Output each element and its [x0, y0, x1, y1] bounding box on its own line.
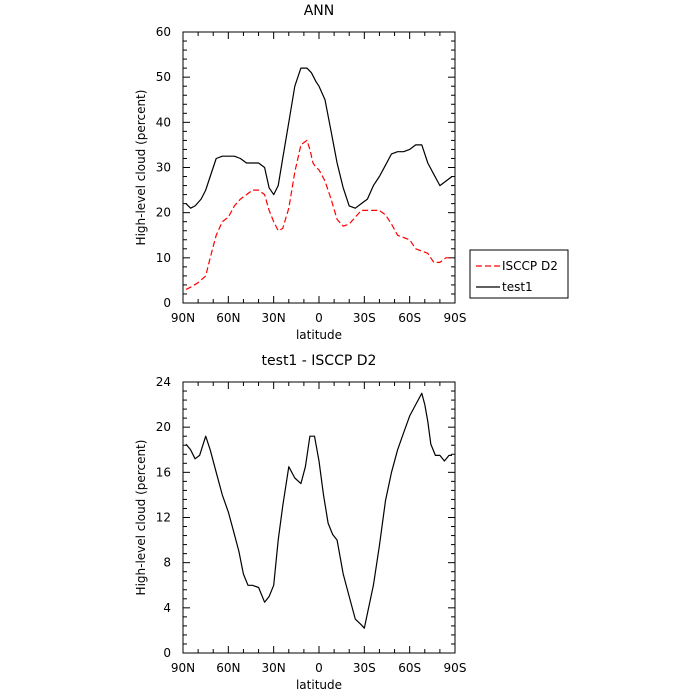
y-tick-label: 4: [163, 601, 171, 615]
series-line-test1: [185, 67, 453, 209]
y-tick-label: 60: [156, 25, 171, 39]
x-tick-label: 60N: [216, 311, 240, 325]
y-tick-label: 16: [156, 465, 171, 479]
plot-frame: [182, 381, 456, 654]
x-tick-label: 30S: [353, 661, 376, 675]
legend: ISCCP D2 test1: [469, 249, 569, 299]
x-tick-label: 90S: [444, 661, 467, 675]
x-tick-label: 90S: [444, 311, 467, 325]
x-tick-label: 0: [315, 661, 323, 675]
series-line-isccp-d2: [185, 139, 452, 290]
y-tick-label: 20: [156, 206, 171, 220]
x-axis-label: latitude: [296, 328, 342, 342]
x-tick-label: 60N: [216, 661, 240, 675]
chart-title: ANN: [304, 3, 335, 19]
y-axis-label: High-level cloud (percent): [134, 440, 148, 596]
y-axis-label: High-level cloud (percent): [134, 90, 148, 246]
x-tick-label: 60S: [398, 661, 421, 675]
x-tick-label: 0: [315, 311, 323, 325]
y-tick-label: 10: [156, 251, 171, 265]
y-tick-label: 12: [156, 511, 171, 525]
y-tick-label: 20: [156, 420, 171, 434]
y-tick-label: 0: [163, 296, 171, 310]
y-tick-label: 24: [156, 375, 171, 389]
x-tick-label: 30N: [262, 311, 286, 325]
y-tick-label: 50: [156, 70, 171, 84]
x-tick-label: 90N: [171, 661, 195, 675]
chart-title: test1 - ISCCP D2: [262, 353, 377, 369]
y-tick-label: 0: [163, 646, 171, 660]
x-tick-label: 60S: [398, 311, 421, 325]
legend-label: ISCCP D2: [502, 259, 558, 273]
x-tick-label: 30N: [262, 661, 286, 675]
y-tick-label: 40: [156, 115, 171, 129]
x-tick-label: 90N: [171, 311, 195, 325]
x-tick-label: 30S: [353, 311, 376, 325]
chart-panel-1: ANN 90N 60N 30N 0 30S 60S 90S 0 10 20 30 40 50 60 latit…: [134, 3, 569, 342]
legend-box: [469, 249, 569, 299]
chart-panel-2: test1 - ISCCP D2 90N 60N 30N 0 30S 60S 90S 0 4 8 12…: [134, 353, 466, 692]
y-tick-label: 8: [163, 556, 171, 570]
y-tick-label: 30: [156, 161, 171, 175]
x-axis-label: latitude: [296, 678, 342, 692]
legend-label: test1: [502, 280, 533, 294]
plot-frame: [182, 31, 456, 304]
series-line: [185, 392, 452, 629]
